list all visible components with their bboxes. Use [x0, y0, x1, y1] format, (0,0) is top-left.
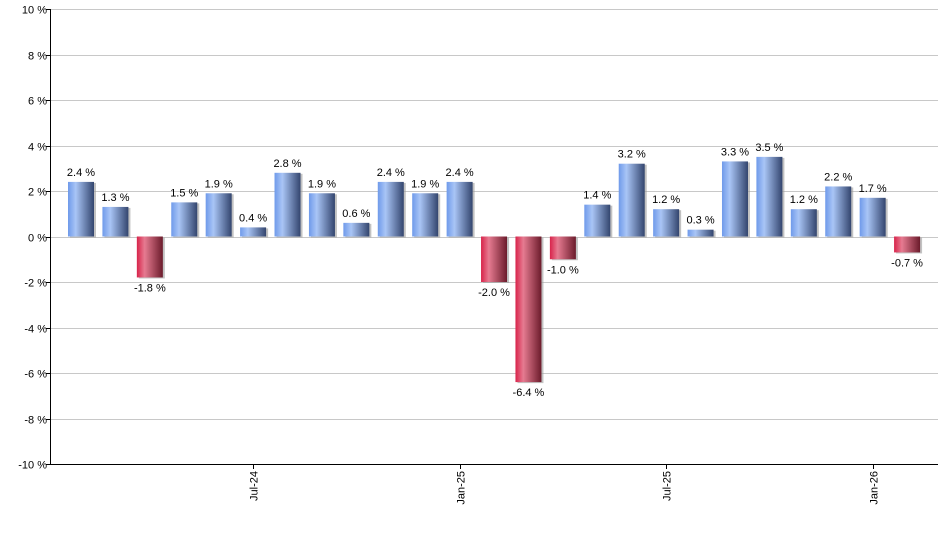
bar: [446, 181, 473, 237]
data-label: -1.8 %: [134, 282, 166, 294]
bar: [825, 186, 852, 237]
bar: [790, 209, 817, 237]
bar: [687, 229, 714, 237]
bar: [721, 161, 748, 237]
data-label: 2.8 %: [273, 158, 301, 170]
data-label: 3.2 %: [618, 149, 646, 161]
y-tick-label: -10 %: [18, 460, 47, 472]
bar: [205, 193, 232, 237]
data-label: 0.3 %: [686, 215, 714, 227]
bar: [859, 197, 886, 237]
y-tick-label: 4 %: [28, 142, 47, 154]
x-tick-label: Jul-25: [662, 471, 674, 501]
bar: [584, 204, 611, 237]
data-label: -1.0 %: [547, 264, 579, 276]
x-axis: Jul-24 Jan-25 Jul-25 Jan-26: [50, 464, 938, 505]
y-tick-label: 0 %: [28, 233, 47, 245]
y-tick-label: -6 %: [24, 369, 47, 381]
x-tick-label: Jan-26: [869, 471, 881, 505]
data-label: 1.9 %: [205, 178, 233, 190]
data-label: 1.3 %: [101, 192, 129, 204]
y-tick-label: 10 %: [22, 5, 47, 17]
data-label: 2.4 %: [377, 167, 405, 179]
bar: [653, 209, 680, 237]
bar: [274, 172, 301, 237]
bar: [894, 236, 921, 253]
bar: [412, 193, 439, 237]
data-label: -6.4 %: [513, 387, 545, 399]
x-tick-label: Jan-25: [456, 471, 468, 505]
bars: 2.4 % 1.3 % -1.8 % 1.5 % 1.9 % 0.4 % 2.8 % 1.9 …: [67, 142, 923, 399]
bar: [68, 181, 94, 237]
data-label: 1.2 %: [790, 194, 818, 206]
bar: [171, 202, 198, 237]
bar: [756, 156, 783, 237]
bar: [308, 193, 335, 237]
bar: [343, 222, 370, 237]
bar: [377, 181, 404, 237]
data-label: 1.4 %: [583, 190, 611, 202]
data-label: 3.3 %: [721, 146, 749, 158]
bar: [136, 236, 163, 278]
data-label: 1.2 %: [652, 194, 680, 206]
y-tick-label: 8 %: [28, 51, 47, 63]
data-label: 3.5 %: [755, 142, 783, 154]
y-tick-label: -2 %: [24, 278, 47, 290]
bar: [240, 227, 267, 237]
data-label: -0.7 %: [891, 257, 923, 269]
bar: [481, 236, 508, 282]
data-label: 1.9 %: [308, 178, 336, 190]
y-tick-label: -8 %: [24, 415, 47, 427]
bar: [549, 236, 576, 260]
bar: [515, 236, 542, 383]
bar: [618, 163, 645, 237]
y-tick-label: 2 %: [28, 187, 47, 199]
y-tick-label: -4 %: [24, 324, 47, 336]
data-label: 0.4 %: [239, 212, 267, 224]
y-axis: 10 % 8 % 6 % 4 % 2 % 0 % -2 % -4 % -6 % -8 % -10 %: [18, 5, 51, 472]
bar: [102, 206, 129, 237]
y-tick-label: 6 %: [28, 96, 47, 108]
data-label: 1.7 %: [859, 183, 887, 195]
data-label: 2.4 %: [446, 167, 474, 179]
data-label: 1.9 %: [411, 178, 439, 190]
data-label: 2.4 %: [67, 167, 95, 179]
data-label: 0.6 %: [342, 208, 370, 220]
x-tick-label: Jul-24: [249, 471, 261, 501]
data-label: 2.2 %: [824, 171, 852, 183]
data-label: 1.5 %: [170, 187, 198, 199]
data-label: -2.0 %: [478, 287, 510, 299]
